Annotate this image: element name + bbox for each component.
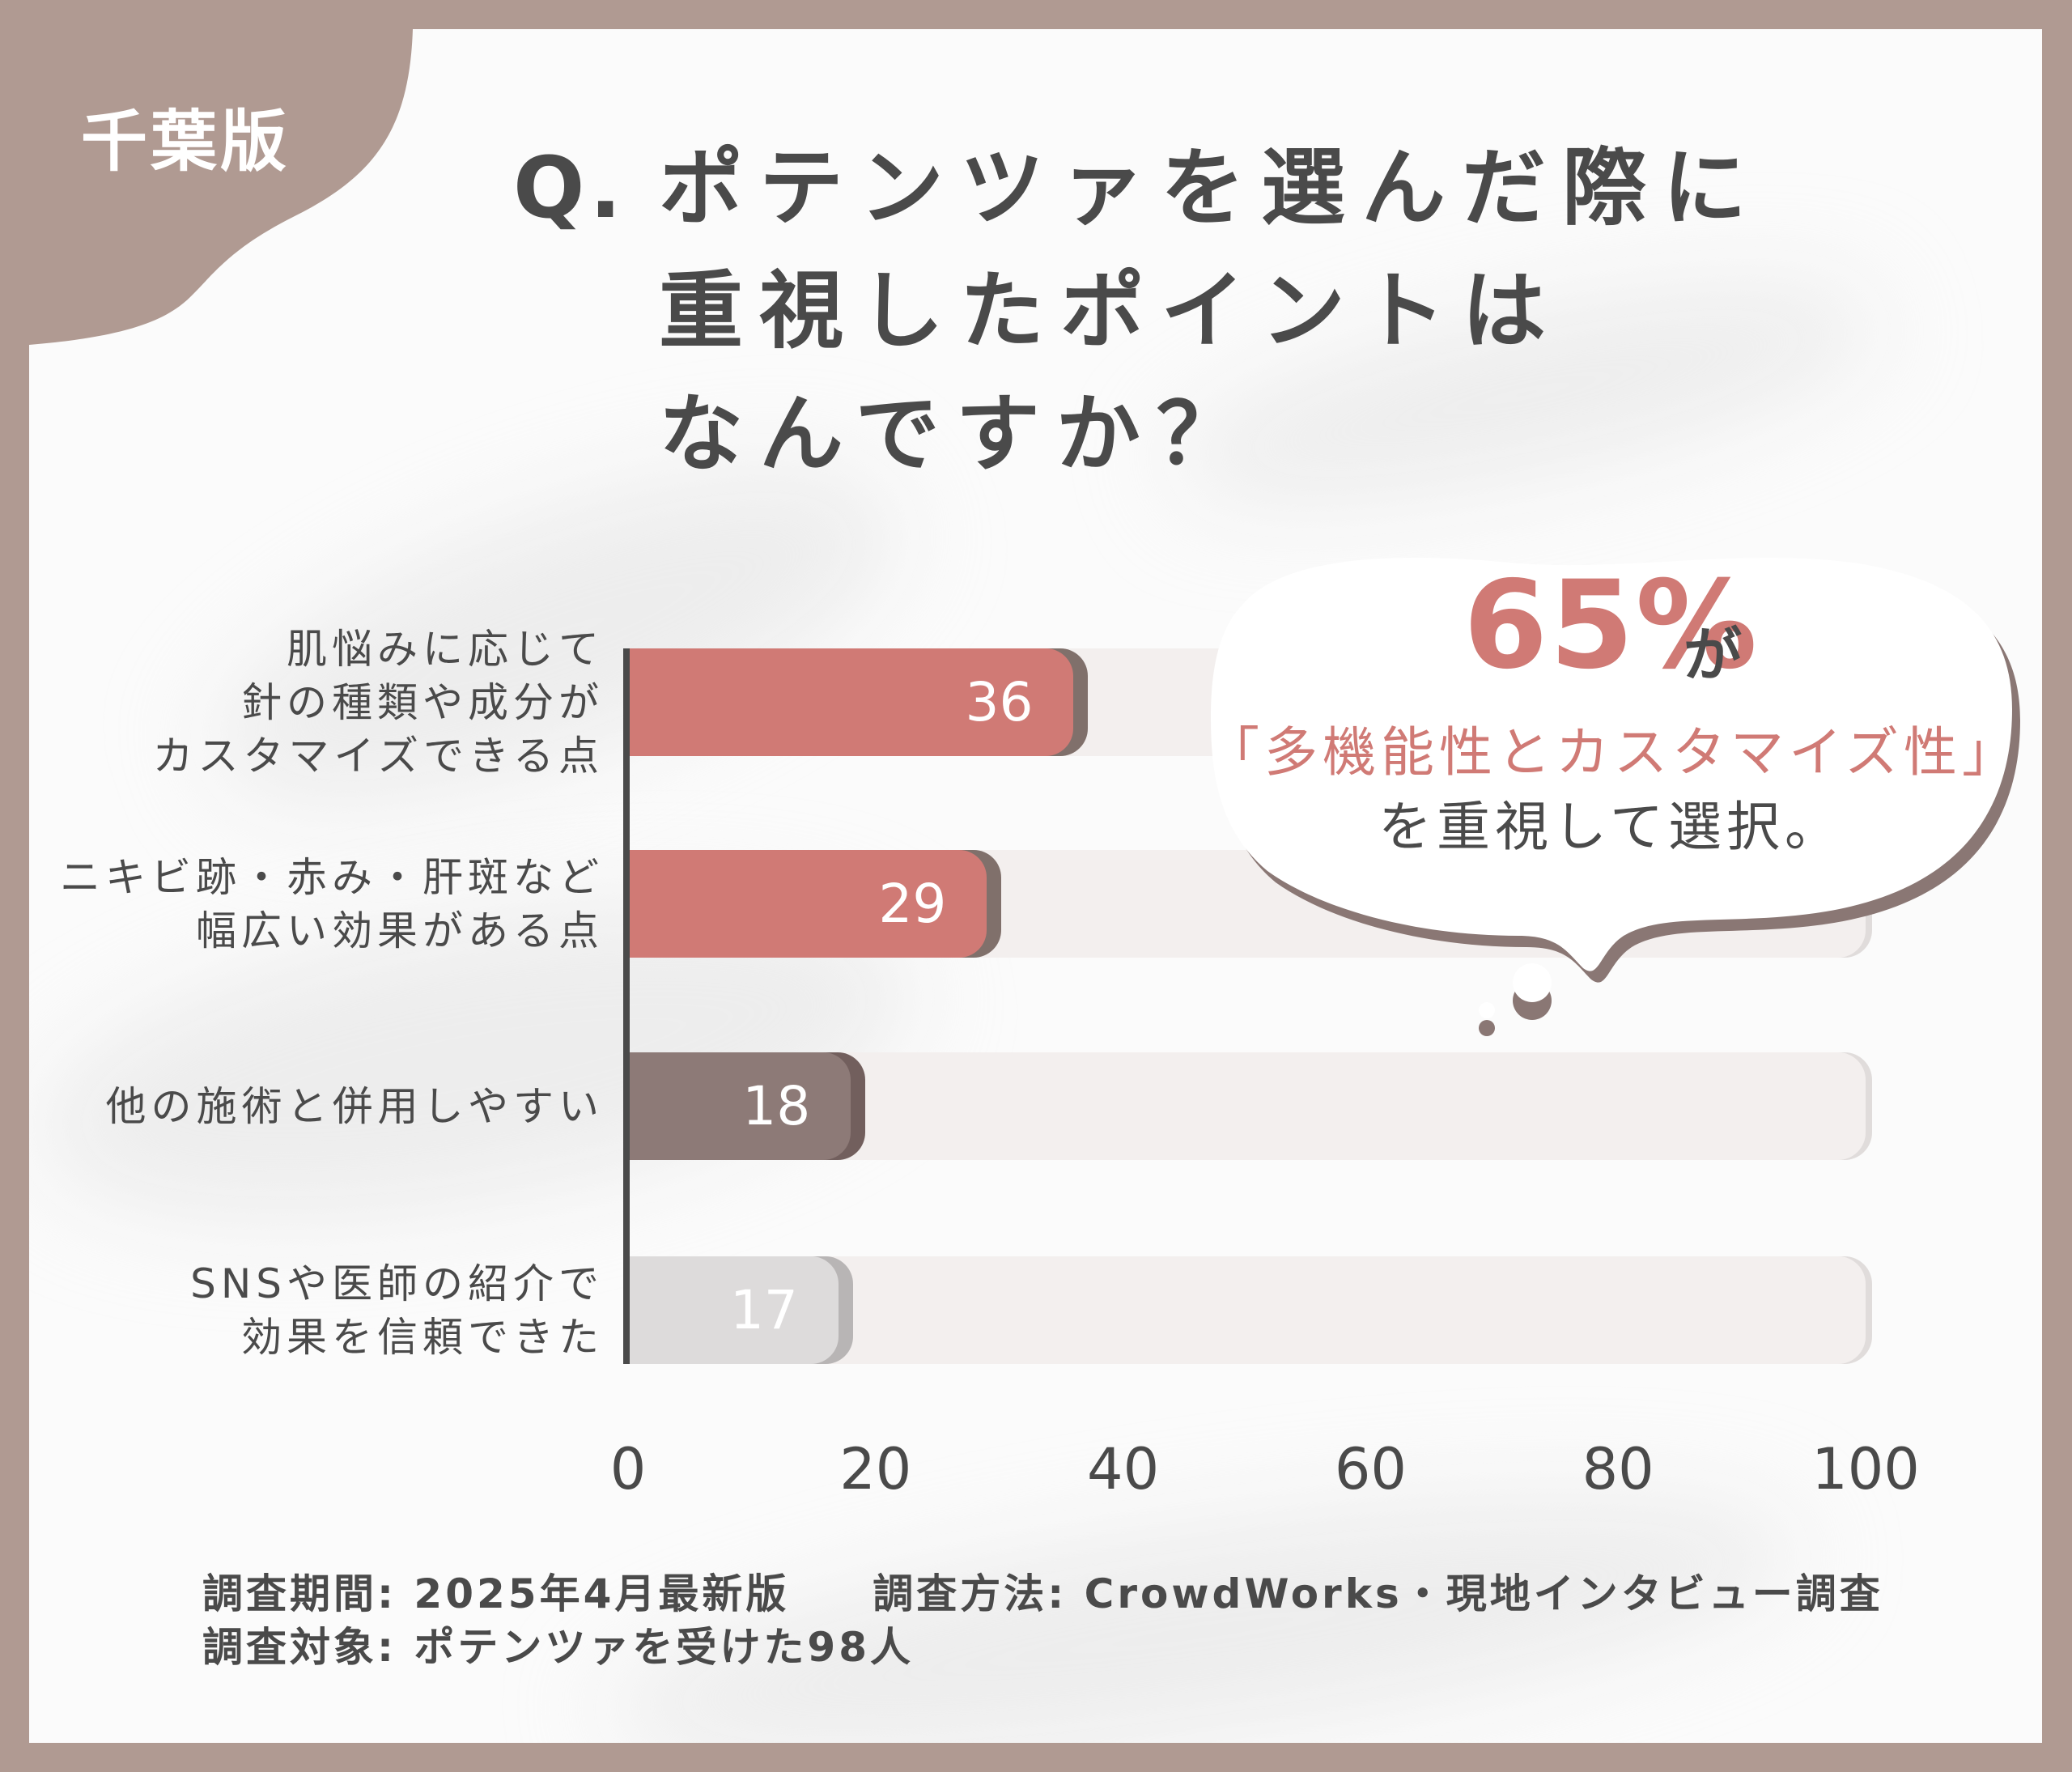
x-tick-label: 0 [609, 1436, 647, 1502]
region-badge: 千葉版 [81, 104, 291, 181]
x-tick-label: 100 [1811, 1436, 1920, 1502]
category-label: 肌悩みに応じて 針の種類や成分が カスタマイズできる点 [152, 625, 604, 780]
target-label: 調査対象: [202, 1624, 397, 1671]
title-text-1: ポテンツァを選んだ際に [659, 138, 1764, 237]
x-tick-label: 60 [1334, 1436, 1407, 1502]
x-tick-label: 80 [1582, 1436, 1654, 1502]
footer-line-2: 調査対象: ポテンツァを受けた98人 [202, 1621, 1883, 1674]
method-label: 調査方法: [873, 1570, 1068, 1617]
x-tick-label: 40 [1087, 1436, 1160, 1502]
callout-percent: 65% [1463, 555, 1760, 696]
page-title: Q. ポテンツァを選んだ際に 重視したポイントは なんですか？ [513, 126, 1763, 495]
category-label: SNSや医師の紹介で 効果を信頼できた [190, 1260, 604, 1361]
infographic-card: 千葉版 Q. ポテンツァを選んだ際に 重視したポイントは なんですか？ 36 肌悩み… [29, 29, 2042, 1743]
bar-value-label: 18 [742, 1075, 811, 1137]
method-value: CrowdWorks・現地インタビュー調査 [1084, 1570, 1883, 1617]
bar-value-label: 36 [965, 671, 1034, 733]
bar-value-label: 29 [878, 873, 947, 935]
bar: 36 [628, 648, 1074, 756]
x-tick-label: 20 [839, 1436, 912, 1502]
target-value: ポテンツァを受けた98人 [414, 1624, 915, 1671]
bar: 18 [628, 1052, 851, 1160]
title-line-3: なんですか？ [659, 385, 1257, 483]
survey-footer: 調査期間: 2025年4月最新版 調査方法: CrowdWorks・現地インタビ… [202, 1567, 1883, 1674]
period-value: 2025年4月最新版 [414, 1570, 790, 1617]
callout-suffix: を重視して選択。 [1378, 796, 1844, 858]
y-axis-line [623, 648, 630, 1364]
bar: 17 [628, 1256, 839, 1364]
period-label: 調査期間: [202, 1570, 397, 1617]
corner-blob-shape [29, 29, 413, 345]
callout-particle: が [1684, 621, 1743, 689]
bar-value-label: 17 [729, 1279, 798, 1341]
title-line-2: 重視したポイントは [659, 261, 1563, 360]
bar: 29 [628, 850, 987, 958]
title-line-1: Q. ポテンツァを選んだ際に [513, 126, 1763, 249]
footer-line-1: 調査期間: 2025年4月最新版 調査方法: CrowdWorks・現地インタビ… [202, 1567, 1883, 1621]
callout-highlight: 「多機能性とカスタマイズ性」 [1206, 721, 2021, 784]
title-prefix: Q. [513, 138, 626, 237]
speech-bubble [1211, 557, 2020, 1036]
category-label: ニキビ跡・赤み・肝斑など 幅広い効果がある点 [60, 853, 604, 954]
category-label: 他の施術と併用しやすい [105, 1082, 604, 1130]
